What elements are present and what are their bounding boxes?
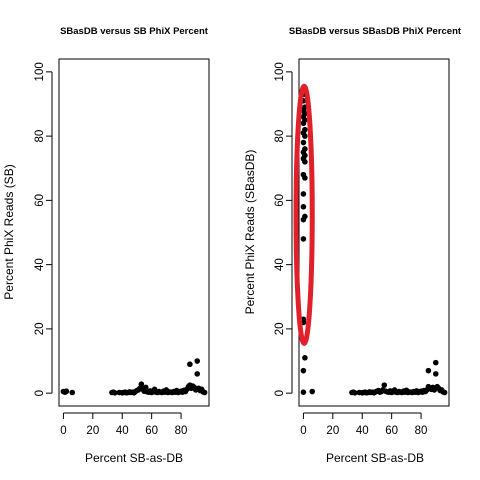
y-tick-label: 100 xyxy=(274,62,286,81)
data-point xyxy=(112,390,118,396)
data-point xyxy=(381,382,388,388)
x-axis: 0 20 40 60 80 xyxy=(300,412,428,437)
data-point xyxy=(69,389,76,396)
data-point xyxy=(142,384,149,391)
left-scatter-panel: SBasDB versus SB PhiX Percent 0 20 40 60 80 … xyxy=(2,26,210,465)
x-tick-label: 20 xyxy=(86,425,99,437)
plot-frame xyxy=(298,58,450,407)
y-axis-label: Percent PhiX Reads (SBasDB) xyxy=(243,150,257,315)
data-point xyxy=(300,389,307,395)
data-point xyxy=(194,358,201,364)
x-tick-label: 40 xyxy=(116,425,129,437)
x-axis-label: Percent SB-as-DB xyxy=(326,451,424,465)
x-tick-label: 60 xyxy=(385,425,398,437)
data-point xyxy=(300,367,307,374)
x-tick-label: 40 xyxy=(356,425,369,437)
data-point xyxy=(425,367,432,374)
data-point xyxy=(302,159,308,165)
y-tick-label: 60 xyxy=(34,194,46,207)
data-point xyxy=(63,388,70,395)
y-tick-label: 60 xyxy=(274,194,286,207)
y-axis: 0 20 40 60 80 100 xyxy=(34,62,53,396)
x-tick-label: 80 xyxy=(175,425,188,437)
plot-frame xyxy=(58,58,210,407)
chart-title: SBasDB versus SBasDB PhiX Percent xyxy=(289,26,462,37)
data-point xyxy=(201,389,208,396)
data-point xyxy=(300,191,307,197)
y-tick-label: 20 xyxy=(274,322,286,335)
chart-title: SBasDB versus SB PhiX Percent xyxy=(60,26,209,37)
y-tick-label: 40 xyxy=(274,258,286,271)
data-point xyxy=(187,361,193,368)
data-point xyxy=(432,359,439,366)
data-point xyxy=(300,139,307,146)
data-point xyxy=(441,389,448,396)
data-point xyxy=(300,203,307,210)
y-tick-label: 0 xyxy=(274,390,286,396)
x-axis-label: Percent SB-as-DB xyxy=(85,451,183,465)
data-point xyxy=(300,120,307,127)
data-point xyxy=(302,355,308,361)
y-tick-label: 80 xyxy=(34,130,46,143)
data-points xyxy=(300,91,448,396)
data-point xyxy=(138,381,145,387)
y-tick-label: 0 xyxy=(34,390,46,396)
x-tick-label: 0 xyxy=(300,425,306,437)
x-axis: 0 20 40 60 80 xyxy=(60,412,188,437)
x-tick-label: 60 xyxy=(145,425,158,437)
red-highlight-ellipse xyxy=(293,83,315,346)
y-tick-label: 100 xyxy=(34,62,46,81)
y-axis: 0 20 40 60 80 100 xyxy=(274,62,293,396)
right-scatter-panel: SBasDB versus SBasDB PhiX Percent 0 20 40 6… xyxy=(243,26,462,465)
y-tick-label: 20 xyxy=(34,322,46,335)
y-axis-label: Percent PhiX Reads (SB) xyxy=(2,164,16,299)
x-tick-label: 20 xyxy=(326,425,339,437)
data-points xyxy=(60,358,208,396)
x-tick-label: 80 xyxy=(415,425,428,437)
highlight-ellipse xyxy=(293,83,315,346)
data-point xyxy=(302,175,308,181)
data-point xyxy=(194,371,201,377)
y-tick-label: 80 xyxy=(274,130,286,143)
y-tick-label: 40 xyxy=(34,258,46,271)
data-point xyxy=(352,390,358,396)
data-point xyxy=(302,133,308,139)
data-point xyxy=(300,236,307,242)
x-tick-label: 0 xyxy=(60,425,66,437)
data-point xyxy=(300,216,307,223)
data-point xyxy=(309,388,316,395)
data-point xyxy=(432,371,439,377)
